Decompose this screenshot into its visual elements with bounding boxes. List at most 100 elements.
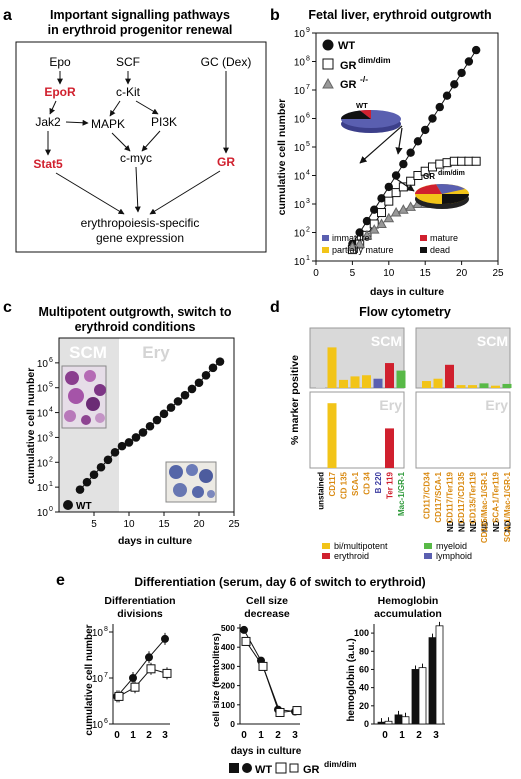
panel-e-letter: e (56, 572, 65, 589)
c-point-wt (103, 455, 113, 465)
e2-point-gr (292, 706, 302, 716)
b-point-wt (399, 159, 408, 169)
panel-d-letter: d (270, 299, 280, 316)
c-ytick-exp: 5 (49, 382, 53, 389)
e-legend-wt-label: WT (255, 764, 272, 776)
b-ytick-exp: 1 (306, 255, 310, 262)
node-output-1: erythropoiesis-specific (81, 216, 200, 230)
node-cmyc: c-myc (120, 151, 152, 165)
pie-grdim-dead (442, 194, 469, 204)
e1-xtick-label: 2 (146, 730, 152, 741)
e2-point-gr (275, 707, 285, 717)
d-category-label: CD117/CD135 (457, 471, 466, 523)
node-output-2: gene expression (96, 231, 184, 245)
d-nd-label: ND (446, 520, 455, 532)
c-point-wt (145, 421, 155, 431)
e2-point-wt (240, 625, 248, 634)
d-bar-ery (327, 403, 337, 468)
b-point-wt (442, 91, 452, 100)
panel-c: c Multipotent outgrowth, switch to eryth… (3, 299, 240, 547)
c-point-wt (208, 363, 218, 373)
b-point-grko (347, 241, 358, 251)
b-ytick-exp: 5 (306, 141, 310, 148)
b-point-grko (376, 218, 387, 228)
e1-point-wt (145, 653, 153, 662)
b-point-grko (398, 204, 409, 214)
legend-grdim-marker (322, 58, 334, 70)
e1-xtick-label: 3 (162, 730, 168, 741)
c-point-wt (131, 433, 141, 442)
d-bar-scm (479, 383, 489, 388)
d-category-label: SCA-1/Ter119 (492, 471, 501, 523)
b-xtick-label: 5 (350, 268, 356, 279)
panel-e-xlabel: days in culture (231, 746, 302, 757)
e-legend-gr-bar (275, 762, 287, 774)
e1-xtick-label: 1 (130, 730, 136, 741)
e3-ylabel: hemoglobin (a.u.) (346, 638, 357, 721)
c-ytick-base: 10 (37, 508, 49, 519)
b-xtick-label: 20 (456, 268, 468, 279)
d-bar-scm (339, 379, 348, 388)
e1-line-1 (118, 668, 168, 697)
c-ytick-base: 10 (37, 433, 49, 444)
panel-c-series (75, 357, 225, 494)
d-bar-ery (385, 428, 394, 468)
c-point-wt (75, 485, 85, 494)
b-point-wt (450, 80, 459, 89)
b-point-grdim (391, 188, 401, 198)
e3-title-2: accumulation (374, 608, 442, 620)
node-gr: GR (217, 155, 235, 169)
c-xtick-label: 10 (123, 519, 135, 530)
d-bar-scm (433, 378, 443, 388)
e3-ytick-label: 60 (359, 664, 369, 674)
c-point-wt (173, 397, 183, 406)
legend-grko-sup: -/- (360, 74, 368, 84)
b-point-grdim (384, 196, 394, 206)
legend-grdim-sup: dim/dim (358, 55, 391, 65)
c-ytick-base: 10 (37, 458, 49, 469)
node-stat5: Stat5 (33, 157, 63, 171)
panel-b-xlabel: days in culture (370, 286, 444, 298)
d-legend-lymphoid-swatch (424, 553, 432, 559)
b-point-wt (428, 114, 437, 123)
e3-bar-wt (394, 714, 403, 725)
b-ytick-base: 10 (294, 143, 306, 154)
b-point-wt (435, 102, 444, 112)
pie-legend-dead: dead (430, 245, 450, 255)
e3-xtick-label: 1 (399, 730, 405, 741)
e2-xtick-label: 2 (275, 730, 281, 741)
scm-region-label: SCM (69, 343, 107, 362)
d-category-label: Ter 119 (386, 471, 395, 499)
b-ytick-base: 10 (294, 229, 306, 240)
c-point-wt (138, 428, 148, 437)
e3-ytick-label: 20 (359, 701, 369, 711)
c-point-wt (166, 403, 176, 412)
d-legend-erythroid-swatch (322, 553, 330, 559)
node-scf: SCF (116, 55, 140, 69)
c-point-wt (89, 470, 99, 480)
b-ytick-exp: 4 (306, 170, 310, 177)
e1-point-gr (162, 668, 172, 678)
panel-a-frame (15, 41, 267, 253)
b-ytick-base: 10 (294, 257, 306, 268)
b-xtick-label: 15 (420, 268, 432, 279)
panel-d-bars (316, 347, 512, 468)
d-category-label: SCA-1 (351, 471, 360, 496)
node-epo: Epo (49, 55, 71, 69)
e3-bar-gr (418, 667, 427, 725)
c-ytick-base: 10 (37, 409, 49, 420)
d-bar-scm (491, 385, 500, 388)
c-ytick-exp: 6 (49, 357, 53, 364)
pie-legend-partial-swatch (322, 247, 329, 253)
b-point-wt (355, 228, 364, 237)
ery-region-label: Ery (142, 343, 170, 362)
e1-ytick-exp: 8 (104, 626, 108, 633)
e2-line-0 (243, 629, 296, 713)
d-category-label: unstained (317, 472, 326, 510)
b-point-grko (354, 238, 366, 248)
e3-bar-gr (384, 720, 393, 725)
d-legend-bimulti: bi/multipotent (334, 541, 388, 551)
b-point-grko (383, 212, 395, 223)
e1-ytick-base: 10 (92, 628, 104, 639)
